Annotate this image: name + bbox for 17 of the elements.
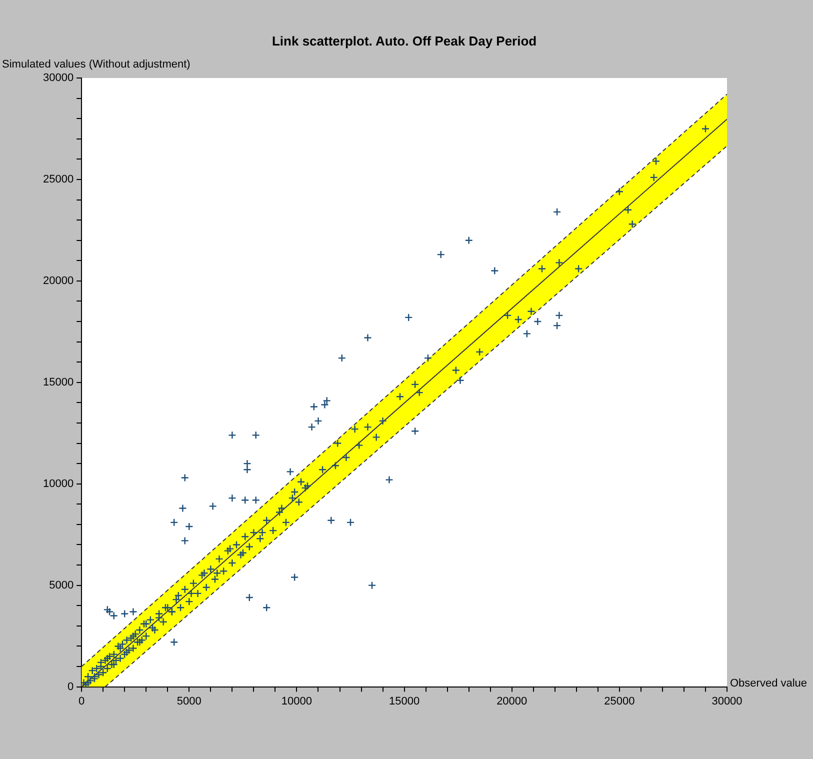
x-tick-label: 0 bbox=[78, 695, 85, 708]
x-axis-title: Observed value bbox=[730, 677, 808, 690]
x-tick-label: 25000 bbox=[604, 695, 635, 708]
x-tick-label: 15000 bbox=[388, 695, 420, 708]
y-tick-label: 30000 bbox=[42, 72, 74, 84]
y-tick-label: 20000 bbox=[42, 274, 74, 287]
chart-title: Link scatterplot. Auto. Off Peak Day Period bbox=[272, 34, 537, 49]
x-tick-label: 10000 bbox=[281, 695, 312, 708]
y-tick-label: 10000 bbox=[42, 478, 74, 490]
x-tick-label: 30000 bbox=[712, 695, 742, 708]
y-tick-label: 25000 bbox=[42, 174, 74, 186]
y-tick-label: 5000 bbox=[49, 579, 74, 592]
x-tick-label: 20000 bbox=[496, 695, 528, 708]
y-tick-label: 0 bbox=[67, 680, 74, 693]
y-tick-label: 15000 bbox=[42, 376, 74, 388]
x-tick-label: 5000 bbox=[176, 695, 202, 708]
y-axis-title: Simulated values (Without adjustment) bbox=[2, 58, 190, 71]
